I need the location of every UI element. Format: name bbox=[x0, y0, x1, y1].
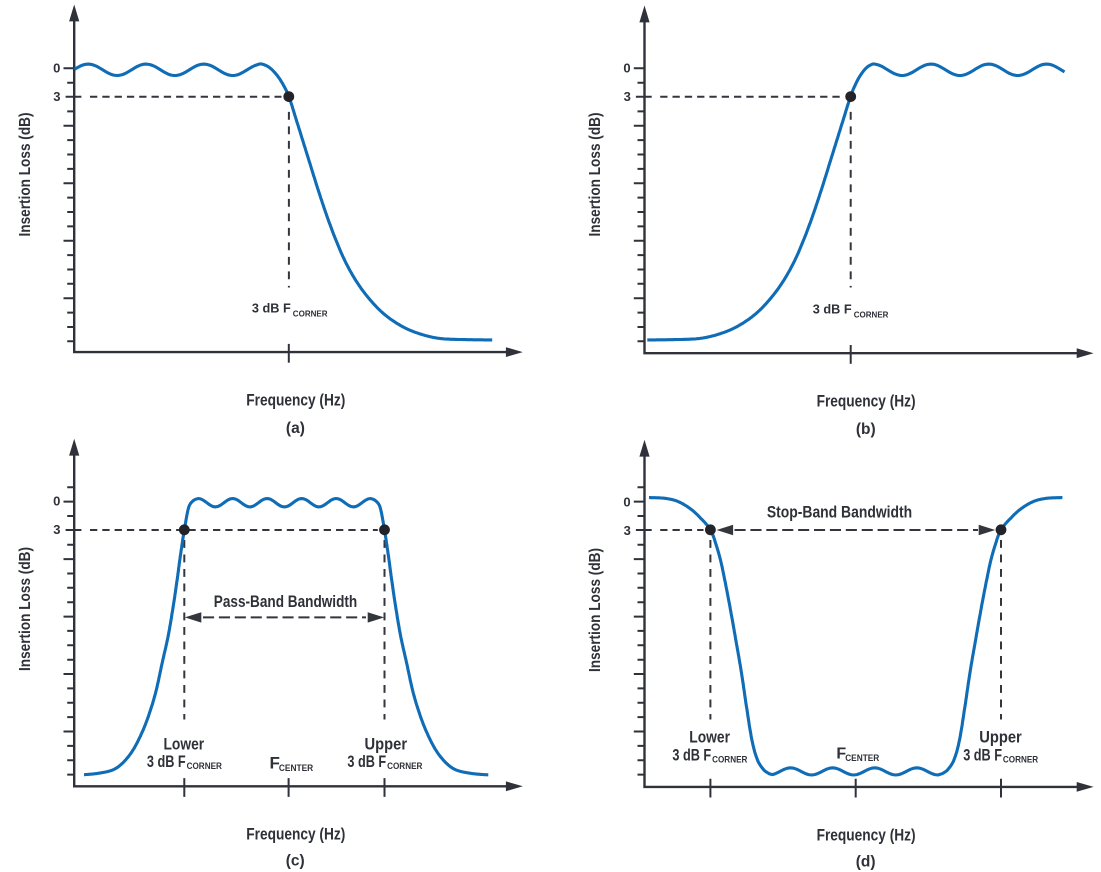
svg-text:3 dB F: 3 dB F bbox=[672, 745, 711, 764]
svg-text:3 dB F: 3 dB F bbox=[813, 303, 852, 317]
svg-text:F: F bbox=[270, 754, 280, 773]
svg-text:Frequency (Hz): Frequency (Hz) bbox=[246, 825, 345, 843]
svg-text:Insertion Loss (dB): Insertion Loss (dB) bbox=[17, 547, 34, 671]
svg-text:F: F bbox=[836, 746, 846, 763]
svg-text:Upper: Upper bbox=[365, 735, 408, 754]
svg-text:CENTER: CENTER bbox=[845, 753, 880, 763]
svg-text:Insertion Loss (dB): Insertion Loss (dB) bbox=[587, 113, 604, 237]
svg-text:3: 3 bbox=[624, 89, 631, 104]
svg-text:Lower: Lower bbox=[689, 727, 730, 746]
svg-text:Pass-Band Bandwidth: Pass-Band Bandwidth bbox=[214, 592, 357, 611]
svg-text:0: 0 bbox=[623, 494, 630, 509]
svg-text:3 dB F: 3 dB F bbox=[347, 752, 386, 771]
svg-text:CENTER: CENTER bbox=[279, 763, 314, 773]
svg-text:CORNER: CORNER bbox=[187, 761, 223, 771]
svg-text:Frequency (Hz): Frequency (Hz) bbox=[246, 391, 345, 409]
svg-text:Frequency (Hz): Frequency (Hz) bbox=[817, 392, 916, 410]
svg-text:CORNER: CORNER bbox=[854, 310, 889, 320]
svg-text:CORNER: CORNER bbox=[387, 761, 423, 771]
svg-text:(c): (c) bbox=[286, 852, 305, 869]
svg-text:Frequency (Hz): Frequency (Hz) bbox=[817, 826, 916, 844]
svg-text:Insertion Loss (dB): Insertion Loss (dB) bbox=[17, 113, 34, 237]
svg-text:Insertion Loss (dB): Insertion Loss (dB) bbox=[587, 548, 604, 672]
svg-text:3: 3 bbox=[53, 522, 60, 537]
svg-text:CORNER: CORNER bbox=[293, 309, 328, 319]
svg-text:(b): (b) bbox=[856, 421, 876, 438]
svg-text:CORNER: CORNER bbox=[712, 755, 748, 765]
svg-text:3 dB F: 3 dB F bbox=[963, 745, 1002, 764]
svg-text:(a): (a) bbox=[286, 420, 305, 437]
svg-text:0: 0 bbox=[53, 494, 60, 509]
svg-text:0: 0 bbox=[53, 61, 60, 76]
svg-text:3: 3 bbox=[53, 89, 60, 104]
svg-text:Lower: Lower bbox=[163, 735, 204, 754]
svg-text:3 dB F: 3 dB F bbox=[252, 302, 291, 316]
svg-text:CORNER: CORNER bbox=[1003, 755, 1039, 765]
svg-text:3 dB F: 3 dB F bbox=[147, 752, 186, 771]
svg-text:(d): (d) bbox=[856, 853, 876, 870]
svg-text:Upper: Upper bbox=[979, 727, 1022, 746]
svg-text:0: 0 bbox=[623, 61, 630, 76]
svg-text:Stop-Band Bandwidth: Stop-Band Bandwidth bbox=[767, 503, 912, 522]
svg-text:3: 3 bbox=[624, 523, 631, 538]
